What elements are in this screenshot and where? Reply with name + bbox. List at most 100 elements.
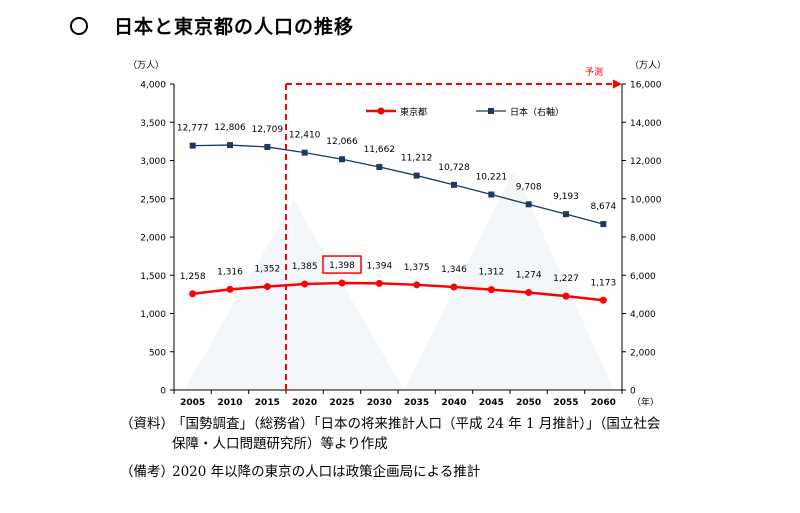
japan-data-label: 12,410 [289,131,321,141]
x-tick-label: 2045 [479,398,504,408]
japan-series-line [192,144,604,225]
tokyo-data-point [226,285,234,293]
tokyo-data-label: 1,312 [478,268,504,278]
x-tick-label: 2025 [329,398,354,408]
x-tick-label: 2055 [553,398,578,408]
japan-data-label: 9,193 [553,192,579,202]
background-shapes [184,170,614,390]
x-tick-label: 2040 [441,398,466,408]
japan-data-point [600,221,607,228]
x-tick-label: 2060 [591,398,616,408]
left-tick-label: 2,000 [140,234,166,244]
tokyo-data-label: 1,385 [292,262,318,272]
japan-data-label: 12,777 [177,124,209,134]
japan-data-label: 12,066 [326,137,358,147]
x-tick-label: 2005 [180,398,205,408]
x-tick-label: 2030 [367,398,392,408]
legend-tokyo-marker [377,107,385,115]
japan-data-point [227,142,233,149]
japan-data-label: 9,708 [516,182,542,192]
japan-data-point [376,163,383,170]
left-tick-label: 2,500 [140,195,166,205]
x-tick-label: 2050 [516,398,541,408]
tokyo-data-label: 1,352 [254,265,280,275]
left-tick-label: 4,000 [140,81,166,91]
right-tick-label: 12,000 [630,157,662,167]
tokyo-data-point [562,292,570,300]
japan-data-label: 11,662 [364,145,396,155]
tokyo-data-label: 1,398 [329,261,355,271]
tokyo-data-point [375,279,383,287]
chart-marks: 1,258 1,316 1,352 1,385 1,398 1,394 1,375 1,346… [177,123,616,304]
source-label: （資料） [120,416,174,432]
legend-japan-label: 日本（右軸） [510,106,564,118]
japan-data-label: 11,212 [401,154,433,164]
x-tick-label: 2015 [255,398,280,408]
japan-data-point [451,181,457,188]
left-tick-label: 3,500 [140,119,166,129]
source-text-line2: 保障・人口問題研究所）等より作成 [172,436,388,452]
axes: 0 500 1,000 1,500 2,000 2,500 3,000 3,500 4,000 （… [128,60,666,408]
right-tick-label: 6,000 [630,272,656,282]
x-axis-unit: （年） [632,396,659,408]
tokyo-data-label: 1,316 [217,267,243,277]
japan-data-point [339,156,345,163]
tokyo-data-label: 1,346 [441,265,467,275]
tokyo-data-label: 1,375 [404,263,430,273]
right-tick-label: 14,000 [630,119,662,129]
bg-triangle [184,200,404,390]
japan-data-label: 8,674 [590,202,616,212]
japan-data-label: 12,709 [252,125,284,135]
tokyo-data-label: 1,258 [180,272,206,282]
x-tick-label: 2020 [292,398,317,408]
left-tick-label: 500 [149,348,166,358]
left-tick-label: 1,000 [140,310,166,320]
circle-bullet-icon [70,16,88,35]
remarks-text: 2020 年以降の東京の人口は政策企画局による推計 [172,464,481,480]
x-tick-label: 2010 [217,398,242,408]
right-tick-label: 8,000 [630,234,656,244]
tokyo-series-line [192,281,604,302]
right-tick-label: 4,000 [630,310,656,320]
right-tick-label: 0 [630,387,636,397]
tokyo-data-label: 1,274 [516,271,542,281]
japan-data-label: 10,728 [438,163,470,173]
right-tick-label: 10,000 [630,195,662,205]
japan-data-point [563,211,569,218]
japan-data-point [525,201,532,208]
highlight-box [322,255,362,274]
tokyo-data-point [525,289,533,297]
legend-japan-marker [488,108,494,114]
remarks-note: （備考）2020 年以降の東京の人口は政策企画局による推計 [120,460,480,480]
forecast-label: 予測 [585,66,603,78]
left-tick-label: 0 [160,387,166,397]
tokyo-data-label: 1,227 [553,274,579,284]
tokyo-data-point [450,283,458,291]
japan-data-point [264,143,271,150]
source-note: （資料）「国勢調査」（総務省）「日本の将来推計人口（平成 24 年 1 月推計）… [120,412,660,452]
right-axis-unit: （万人） [630,60,666,71]
japan-data-point [189,142,196,149]
tokyo-data-label: 1,173 [590,278,616,288]
tokyo-data-point [487,286,495,294]
japan-data-point [488,191,495,198]
left-axis-unit: （万人） [128,60,164,71]
tokyo-data-point [413,281,421,289]
source-text-line1: 「国勢調査」（総務省）「日本の将来推計人口（平成 24 年 1 月推計）」（国立… [172,416,661,432]
japan-data-label: 12,806 [214,123,246,133]
legend-tokyo-label: 東京都 [400,106,427,118]
title-row: 日本と東京都の人口の推移 [70,12,354,39]
tokyo-data-point [263,283,271,291]
forecast-arrow-icon [613,79,622,89]
japan-data-label: 10,221 [476,173,508,183]
right-tick-label: 2,000 [630,348,656,358]
tokyo-data-point [301,280,309,288]
population-chart: 0 500 1,000 1,500 2,000 2,500 3,000 3,500 4,000 （… [128,60,666,408]
tokyo-data-point [599,296,607,304]
japan-data-point [301,149,308,156]
legend: 東京都 日本（右軸） [366,106,564,118]
japan-data-point [413,172,420,179]
left-tick-label: 3,000 [140,157,166,167]
page-title: 日本と東京都の人口の推移 [114,16,355,38]
tokyo-data-point [338,279,346,287]
